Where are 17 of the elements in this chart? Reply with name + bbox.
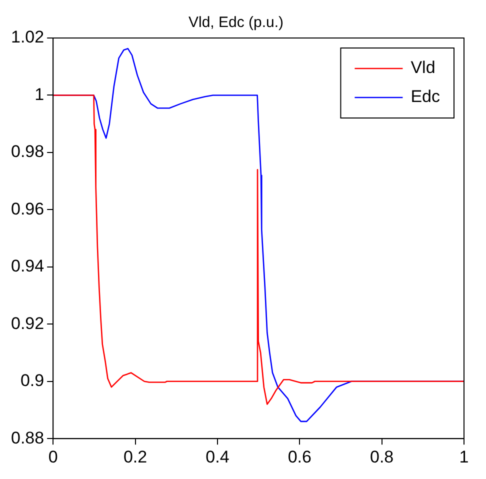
legend-label: Edc — [410, 87, 440, 106]
x-tick-label: 1 — [459, 447, 469, 466]
y-tick-label: 0.96 — [10, 199, 44, 218]
y-tick-label: 0.94 — [10, 256, 44, 276]
chart-title: Vld, Edc (p.u.) — [188, 14, 284, 32]
y-tick-label: 0.9 — [20, 371, 44, 390]
x-tick-label: 0.8 — [370, 447, 394, 466]
y-tick-label: 1.02 — [10, 28, 44, 47]
x-tick-label: 0 — [48, 447, 58, 466]
x-tick-label: 0.6 — [288, 447, 312, 466]
y-tick-label: 0.98 — [10, 142, 44, 162]
y-tick-label: 0.88 — [10, 428, 44, 448]
x-tick-label: 0.2 — [123, 447, 148, 466]
y-tick-label: 0.92 — [10, 314, 44, 333]
x-tick-label: 0.4 — [206, 447, 230, 466]
y-tick-label: 1 — [34, 84, 44, 104]
legend-label: Vld — [410, 58, 436, 78]
